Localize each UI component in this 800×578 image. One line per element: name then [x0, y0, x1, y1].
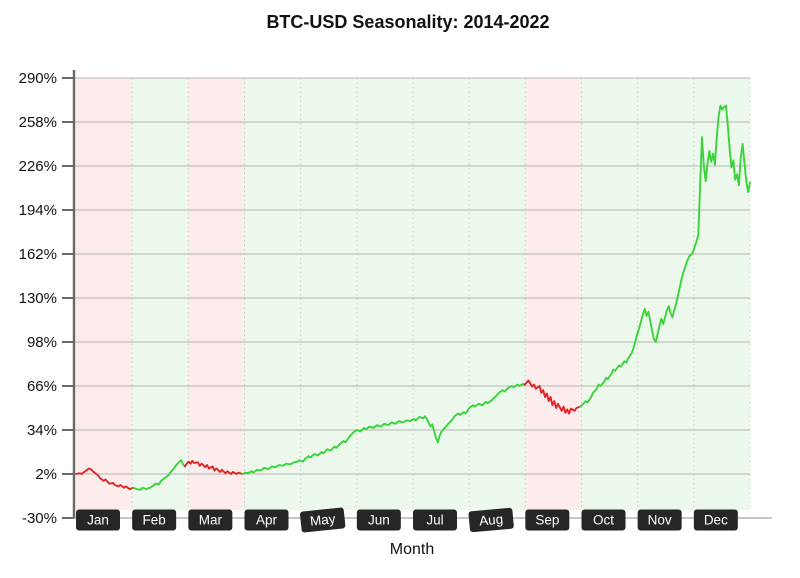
y-tick-label-34: 34% — [27, 422, 57, 439]
series-segment-feb — [132, 459, 186, 491]
y-tick-label-194: 194% — [19, 202, 57, 219]
x-tick-aug: Aug — [468, 507, 514, 533]
month-label-mar: Mar — [199, 513, 223, 528]
chart-title: BTC-USD Seasonality: 2014-2022 — [266, 12, 549, 32]
month-label-dec: Dec — [704, 513, 728, 528]
series-segment-jan — [75, 467, 135, 491]
month-label-box-nov — [637, 509, 682, 531]
month-band-apr — [244, 78, 301, 510]
month-label-apr: Apr — [256, 513, 278, 528]
series-segment-may — [296, 430, 356, 463]
x-tick-nov: Nov — [637, 509, 682, 531]
month-label-box-feb — [132, 509, 177, 531]
series-segment-aug — [466, 382, 526, 412]
month-label-sep: Sep — [535, 513, 559, 528]
series-segment-mar — [183, 459, 244, 475]
y-tick-label-226: 226% — [19, 158, 57, 175]
month-label-aug: Aug — [479, 511, 504, 528]
y-tick-label-66: 66% — [27, 378, 57, 395]
month-band-may — [300, 78, 357, 510]
x-tick-dec: Dec — [693, 509, 738, 531]
month-label-jan: Jan — [87, 513, 109, 528]
series-segment-oct — [579, 332, 639, 408]
series-segment-dec — [691, 104, 751, 254]
series-segment-apr — [241, 460, 299, 475]
month-label-box-oct — [581, 509, 626, 531]
x-tick-jul: Jul — [413, 509, 457, 531]
month-label-box-apr — [244, 509, 289, 531]
month-label-box-dec — [693, 509, 738, 531]
y-tick-label-130: 130% — [19, 290, 57, 307]
month-band-mar — [188, 78, 245, 510]
x-tick-mar: Mar — [188, 509, 233, 531]
month-label-box-aug — [468, 507, 514, 533]
x-tick-apr: Apr — [244, 509, 289, 531]
month-band-sep — [525, 78, 582, 510]
month-label-box-jul — [413, 509, 457, 531]
month-label-box-mar — [188, 509, 233, 531]
y-tick-label-290: 290% — [19, 70, 57, 87]
month-label-box-jan — [76, 509, 120, 531]
x-tick-jan: Jan — [76, 509, 120, 531]
y-tick-label-258: 258% — [19, 114, 57, 131]
x-tick-jun: Jun — [356, 509, 401, 531]
month-label-may: May — [309, 511, 336, 529]
y-tick-label-2: 2% — [35, 466, 57, 483]
series-segment-jul — [409, 409, 469, 444]
month-band-oct — [581, 78, 638, 510]
month-label-feb: Feb — [143, 513, 166, 528]
x-tick-oct: Oct — [581, 509, 626, 531]
y-tick-label--30: -30% — [22, 510, 57, 527]
month-band-aug — [469, 78, 526, 510]
series-segment-sep — [523, 379, 582, 415]
month-label-oct: Oct — [593, 513, 614, 528]
month-label-nov: Nov — [648, 513, 672, 528]
month-label-jul: Jul — [426, 513, 443, 528]
series-segment-jun — [353, 419, 412, 433]
month-band-jan — [76, 78, 133, 510]
month-band-jul — [413, 78, 470, 510]
month-band-feb — [132, 78, 189, 510]
month-band-nov — [637, 78, 694, 510]
month-label-box-may — [299, 507, 346, 533]
y-tick-label-98: 98% — [27, 334, 57, 351]
month-band-jun — [356, 78, 413, 510]
month-label-jun: Jun — [368, 513, 390, 528]
plot-area: -30% 2% 34% 66% 98% 130% 162% 194% 226% 258% 290% J… — [19, 70, 772, 533]
x-tick-may: May — [299, 507, 346, 533]
x-tick-feb: Feb — [132, 509, 177, 531]
month-label-box-sep — [525, 509, 570, 531]
series-segment-nov — [636, 251, 694, 343]
y-tick-label-162: 162% — [19, 246, 57, 263]
x-tick-sep: Sep — [525, 509, 570, 531]
month-label-box-jun — [356, 509, 401, 531]
x-axis-title: Month — [390, 541, 434, 558]
